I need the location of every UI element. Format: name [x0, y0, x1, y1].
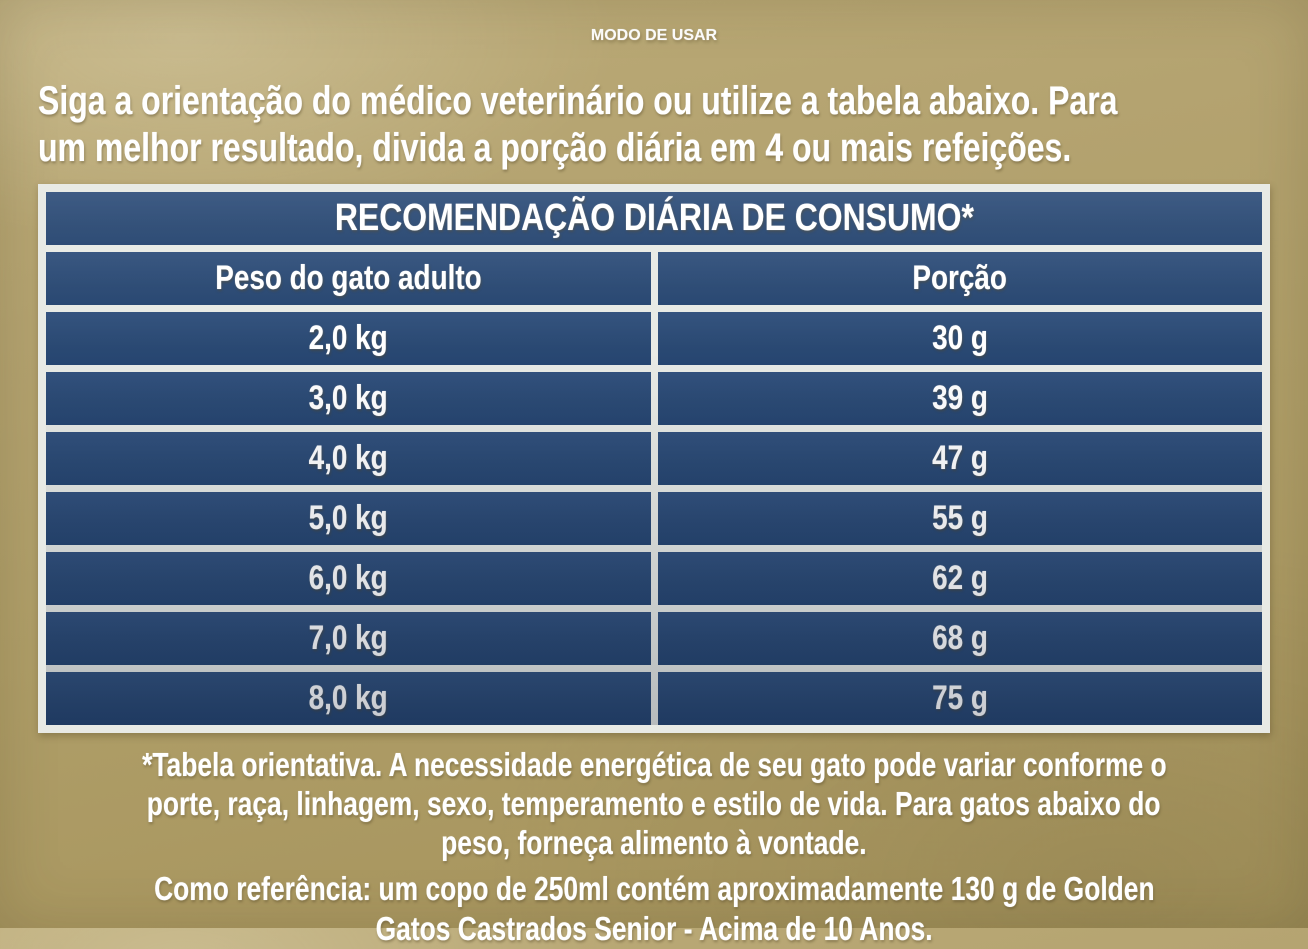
footnote-text: *Tabela orientativa. A necessidade energ…: [0, 745, 1308, 862]
portion-cell: 55 g: [657, 492, 1262, 545]
weight-cell: 8,0 kg: [46, 672, 651, 725]
page-title: MODO DE USAR: [0, 0, 1308, 64]
weight-cell: 3,0 kg: [46, 372, 651, 425]
portion-cell: 75 g: [657, 672, 1262, 725]
table-row: 8,0 kg 75 g: [46, 672, 1262, 725]
portion-cell: 68 g: [657, 612, 1262, 665]
intro-text: Siga a orientação do médico veterinário …: [38, 78, 1308, 172]
reference-line-2: Gatos Castrados Senior - Acima de 10 Ano…: [375, 910, 933, 947]
table-title-row: RECOMENDAÇÃO DIÁRIA DE CONSUMO*: [46, 192, 1262, 245]
table-row: 3,0 kg 39 g: [46, 372, 1262, 425]
footnote-line-3: peso, forneça alimento à vontade.: [441, 824, 867, 861]
weight-cell: 7,0 kg: [46, 612, 651, 665]
column-header-weight: Peso do gato adulto: [46, 252, 651, 305]
weight-cell: 6,0 kg: [46, 552, 651, 605]
portion-cell: 62 g: [657, 552, 1262, 605]
table-row: 2,0 kg 30 g: [46, 312, 1262, 365]
portion-cell: 30 g: [657, 312, 1262, 365]
table-row: 4,0 kg 47 g: [46, 432, 1262, 485]
footnote-line-1: *Tabela orientativa. A necessidade energ…: [141, 746, 1167, 783]
portion-cell: 47 g: [657, 432, 1262, 485]
column-header-portion: Porção: [657, 252, 1262, 305]
footnote-line-2: porte, raça, linhagem, sexo, temperament…: [147, 785, 1161, 822]
weight-cell: 2,0 kg: [46, 312, 651, 365]
consumption-table: RECOMENDAÇÃO DIÁRIA DE CONSUMO* Peso do …: [38, 184, 1270, 733]
reference-text: Como referência: um copo de 250ml contém…: [0, 869, 1308, 949]
table-title: RECOMENDAÇÃO DIÁRIA DE CONSUMO*: [46, 192, 1262, 245]
table-row: 6,0 kg 62 g: [46, 552, 1262, 605]
weight-cell: 4,0 kg: [46, 432, 651, 485]
intro-line-2: um melhor resultado, divida a porção diá…: [38, 126, 1072, 170]
table-header-row: Peso do gato adulto Porção: [46, 252, 1262, 305]
weight-cell: 5,0 kg: [46, 492, 651, 545]
table-row: 7,0 kg 68 g: [46, 612, 1262, 665]
page-title-text: MODO DE USAR: [590, 27, 718, 44]
table-row: 5,0 kg 55 g: [46, 492, 1262, 545]
intro-line-1: Siga a orientação do médico veterinário …: [38, 79, 1118, 123]
portion-cell: 39 g: [657, 372, 1262, 425]
reference-line-1: Como referência: um copo de 250ml contém…: [153, 870, 1155, 907]
